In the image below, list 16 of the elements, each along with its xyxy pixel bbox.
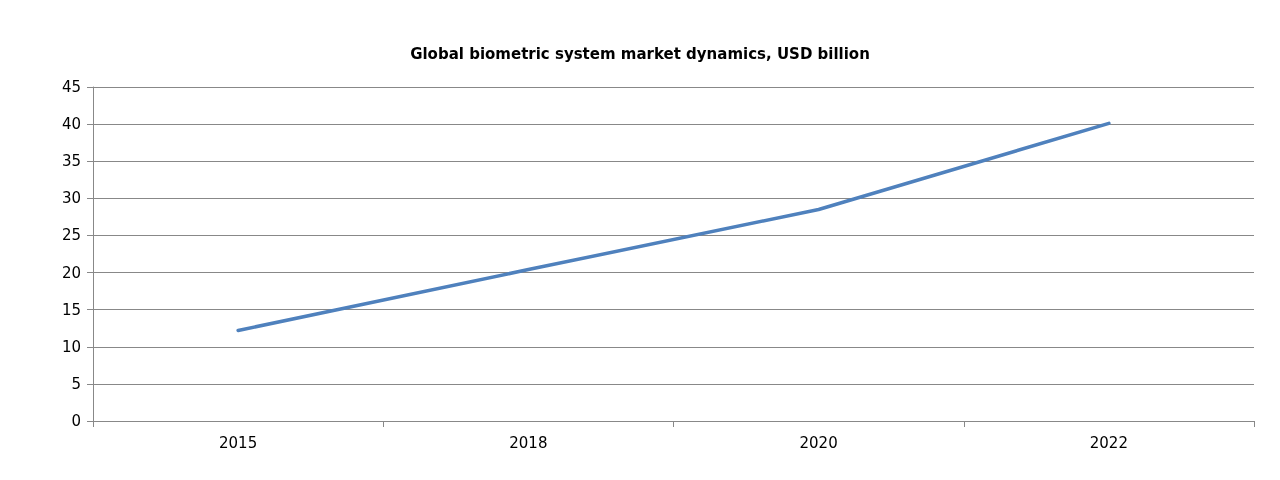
x-tick-label: 2020: [799, 433, 838, 452]
x-tick-label: 2015: [219, 433, 258, 452]
chart-title: Global biometric system market dynamics, USD billion: [410, 44, 870, 63]
y-tick-label: 5: [71, 374, 81, 393]
y-tick-label: 45: [61, 78, 81, 96]
y-tick-label: 35: [61, 152, 81, 171]
x-tick-label: 2018: [509, 433, 548, 452]
y-tick-label: 40: [61, 115, 81, 134]
y-tick-label: 30: [61, 189, 81, 208]
line-series: [236, 121, 1111, 333]
x-tick-label: 2022: [1089, 433, 1128, 452]
y-tick-label: 25: [61, 226, 81, 245]
y-tick-label: 10: [61, 337, 81, 356]
y-tick-label: 0: [71, 412, 81, 430]
y-tick-label: 20: [61, 263, 81, 282]
y-tick-label: 15: [61, 300, 81, 319]
